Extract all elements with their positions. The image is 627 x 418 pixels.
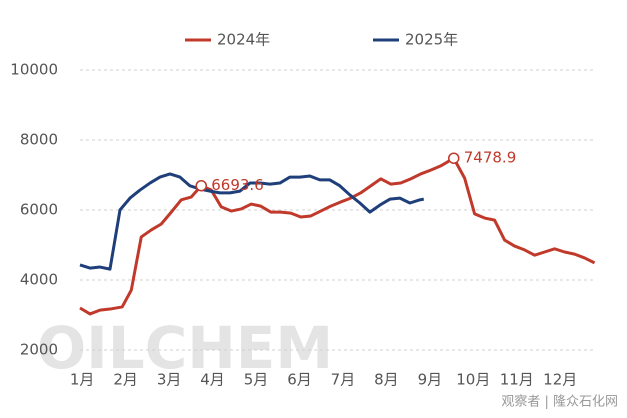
annotation-label: 6693.6 [211,176,264,194]
x-tick-label: 4月 [200,371,225,389]
series-line [79,172,425,271]
x-tick-label: 7月 [331,371,356,389]
legend-label: 2025年 [405,31,458,49]
x-tick-label: 10月 [456,371,490,389]
y-tick-label: 4000 [20,271,58,289]
series-line [79,156,596,316]
annotation-marker [448,152,460,164]
x-tick-label: 12月 [543,371,577,389]
watermark: OILCHEM [37,314,333,382]
annotation-label: 7478.9 [464,149,516,167]
x-tick-label: 2月 [113,371,138,389]
y-tick-label: 10000 [10,61,58,79]
x-tick-label: 9月 [418,371,443,389]
y-tick-label: 2000 [20,341,58,359]
x-tick-label: 6月 [287,371,312,389]
y-tick-label: 8000 [20,131,58,149]
source: 观察者 | 隆众石化网 [501,395,618,410]
y-tick-label: 6000 [20,201,58,219]
x-tick-label: 11月 [500,371,534,389]
annotation-marker [195,179,208,192]
x-tick-label: 5月 [244,371,269,389]
x-tick-label: 3月 [157,371,182,389]
x-tick-label: 8月 [374,371,399,389]
x-tick-label: 1月 [70,371,95,389]
legend-label: 2024年 [217,31,270,49]
